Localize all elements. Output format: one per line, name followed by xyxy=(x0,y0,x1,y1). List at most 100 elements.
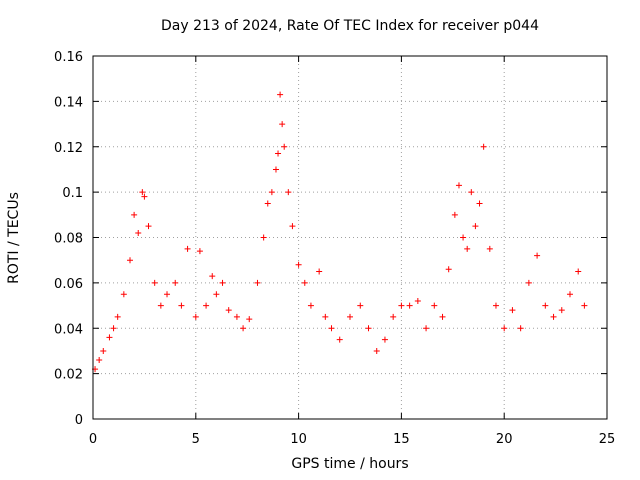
data-point xyxy=(275,150,282,157)
data-point xyxy=(431,302,438,309)
data-point xyxy=(127,257,134,264)
data-point xyxy=(225,307,232,314)
data-point xyxy=(131,211,138,218)
data-point xyxy=(260,234,267,241)
y-tick-label: 0.06 xyxy=(54,277,83,292)
data-point xyxy=(381,336,388,343)
data-point xyxy=(460,234,467,241)
data-point xyxy=(96,357,103,364)
data-point xyxy=(172,279,179,286)
data-point xyxy=(264,200,271,207)
data-point xyxy=(357,302,364,309)
data-point xyxy=(480,143,487,150)
data-point xyxy=(566,291,573,298)
data-point xyxy=(203,302,210,309)
data-point xyxy=(451,211,458,218)
data-points xyxy=(92,91,588,373)
data-point xyxy=(196,248,203,255)
data-point xyxy=(281,143,288,150)
data-point xyxy=(328,325,335,332)
data-point xyxy=(240,325,247,332)
data-point xyxy=(114,313,121,320)
y-tick-label: 0.16 xyxy=(54,50,83,65)
data-point xyxy=(301,279,308,286)
data-point xyxy=(406,302,413,309)
x-tick-label: 5 xyxy=(192,432,200,447)
data-point xyxy=(219,279,226,286)
data-point xyxy=(550,313,557,320)
data-point xyxy=(145,223,152,230)
data-point xyxy=(192,313,199,320)
x-tick-label: 0 xyxy=(89,432,97,447)
data-point xyxy=(289,223,296,230)
data-point xyxy=(517,325,524,332)
data-point xyxy=(322,313,329,320)
data-point xyxy=(501,325,508,332)
data-point xyxy=(157,302,164,309)
data-point xyxy=(439,313,446,320)
data-point xyxy=(558,307,565,314)
data-point xyxy=(581,302,588,309)
data-point xyxy=(141,193,148,200)
data-point xyxy=(213,291,220,298)
y-tick-label: 0.02 xyxy=(54,368,83,383)
x-tick-label: 10 xyxy=(290,432,307,447)
data-point xyxy=(414,298,421,305)
data-point xyxy=(472,223,479,230)
data-point xyxy=(492,302,499,309)
y-tick-label: 0.1 xyxy=(62,186,83,201)
data-point xyxy=(272,166,279,173)
data-point xyxy=(365,325,372,332)
axis-ticks: 0 0.02 0.04 0.06 0.08 0.1 0.12 0.14 0.16 0 5 10 15 20… xyxy=(54,50,615,447)
data-point xyxy=(135,229,142,236)
y-tick-label: 0.04 xyxy=(54,322,83,337)
data-point xyxy=(486,245,493,252)
data-point xyxy=(279,121,286,128)
x-tick-label: 20 xyxy=(496,432,513,447)
data-point xyxy=(445,266,452,273)
data-point xyxy=(268,189,275,196)
data-point xyxy=(295,261,302,268)
data-point xyxy=(100,347,107,354)
x-tick-label: 15 xyxy=(393,432,410,447)
data-point xyxy=(534,252,541,259)
data-point xyxy=(542,302,549,309)
data-point xyxy=(468,189,475,196)
data-point xyxy=(509,307,516,314)
data-point xyxy=(307,302,314,309)
data-point xyxy=(525,279,532,286)
data-point xyxy=(106,334,113,341)
data-point xyxy=(316,268,323,275)
data-point xyxy=(178,302,185,309)
data-point xyxy=(254,279,261,286)
data-point xyxy=(476,200,483,207)
data-point xyxy=(233,313,240,320)
data-point xyxy=(336,336,343,343)
data-point xyxy=(398,302,405,309)
chart-title: Day 213 of 2024, Rate Of TEC Index for r… xyxy=(161,18,539,34)
data-point xyxy=(164,291,171,298)
y-tick-label: 0.08 xyxy=(54,232,83,247)
data-point xyxy=(151,279,158,286)
y-tick-label: 0.12 xyxy=(54,141,83,156)
data-point xyxy=(390,313,397,320)
data-point xyxy=(209,273,216,280)
data-point xyxy=(575,268,582,275)
x-axis-label: GPS time / hours xyxy=(291,456,409,472)
data-point xyxy=(347,313,353,320)
data-point xyxy=(423,325,430,332)
data-point xyxy=(139,189,146,196)
data-point xyxy=(455,182,462,189)
data-point xyxy=(184,245,191,252)
x-tick-label: 25 xyxy=(599,432,616,447)
data-point xyxy=(464,245,471,252)
data-point xyxy=(277,91,284,98)
plot-frame xyxy=(92,55,608,420)
data-point xyxy=(285,189,292,196)
data-point xyxy=(120,291,127,298)
data-point xyxy=(373,347,380,354)
grid-lines xyxy=(93,56,607,419)
data-point xyxy=(246,316,253,323)
y-tick-label: 0.14 xyxy=(54,95,83,110)
